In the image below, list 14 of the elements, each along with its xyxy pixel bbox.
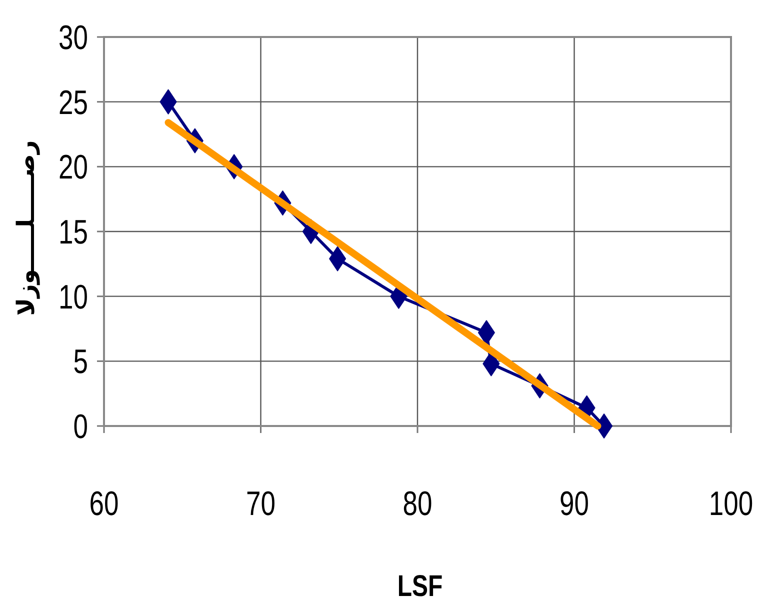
x-tick-label: 90 <box>560 484 589 523</box>
x-tick-label: 80 <box>402 484 432 523</box>
y-axis-title: رصـــــلـــــوزلا <box>12 140 40 316</box>
y-tick-label: 0 <box>73 408 88 446</box>
x-axis-title: LSF <box>397 568 443 603</box>
x-tick-label: 100 <box>708 484 754 523</box>
y-tick-label: 30 <box>58 18 88 57</box>
y-tick-label: 20 <box>58 148 88 186</box>
y-tick-label: 5 <box>73 343 88 381</box>
x-tick-label: 70 <box>246 484 276 523</box>
x-tick-label: 60 <box>89 484 119 523</box>
y-tick-label: 25 <box>58 84 88 122</box>
y-tick-label: 10 <box>58 278 88 316</box>
y-tick-label: 15 <box>58 213 88 252</box>
